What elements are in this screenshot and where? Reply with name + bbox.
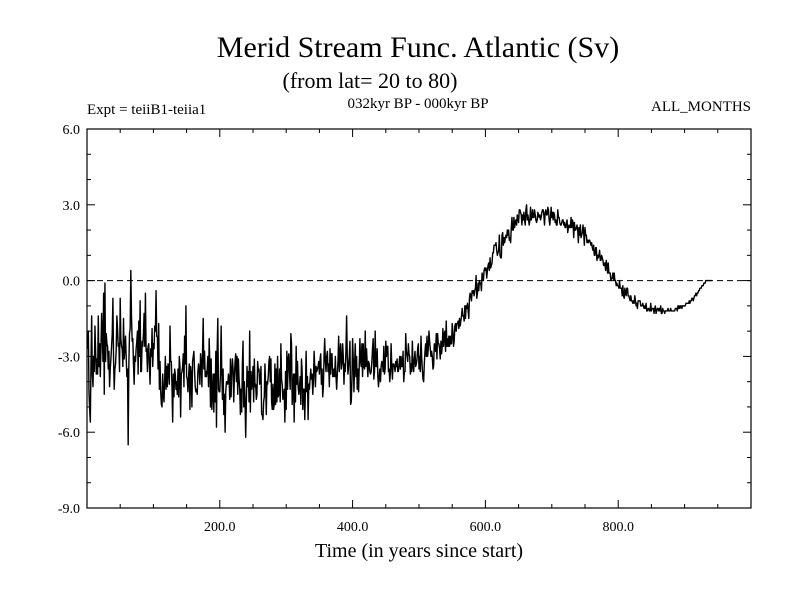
y-tick-label: 3.0 [63,199,81,214]
experiment-label: Expt = teiiB1-teiia1 [87,102,206,118]
x-axis-label: Time (in years since start) [315,540,523,562]
plot-frame [86,128,752,509]
y-tick-label: 0.0 [63,275,81,290]
x-tick-label: 600.0 [470,520,502,535]
chart-subtitle: (from lat= 20 to 80) [283,68,458,93]
series-line [86,204,712,446]
y-tick-label: 6.0 [63,123,81,138]
y-tick-label: -6.0 [58,426,80,441]
x-tick-label: 800.0 [602,520,634,535]
period-label: 032kyr BP - 000kyr BP [347,96,488,112]
y-tick-label: -3.0 [58,350,80,365]
chart-title: Merid Stream Func. Atlantic (Sv) [217,31,619,64]
plot-area: 6.0 3.0 0.0 -3.0 -6.0 -9.0 200.0 400.0 600.0 800.… [58,123,751,535]
x-tick-label: 200.0 [204,520,236,535]
x-tick-label: 400.0 [337,520,369,535]
months-label: ALL_MONTHS [651,99,751,115]
y-tick-label: -9.0 [58,502,80,517]
